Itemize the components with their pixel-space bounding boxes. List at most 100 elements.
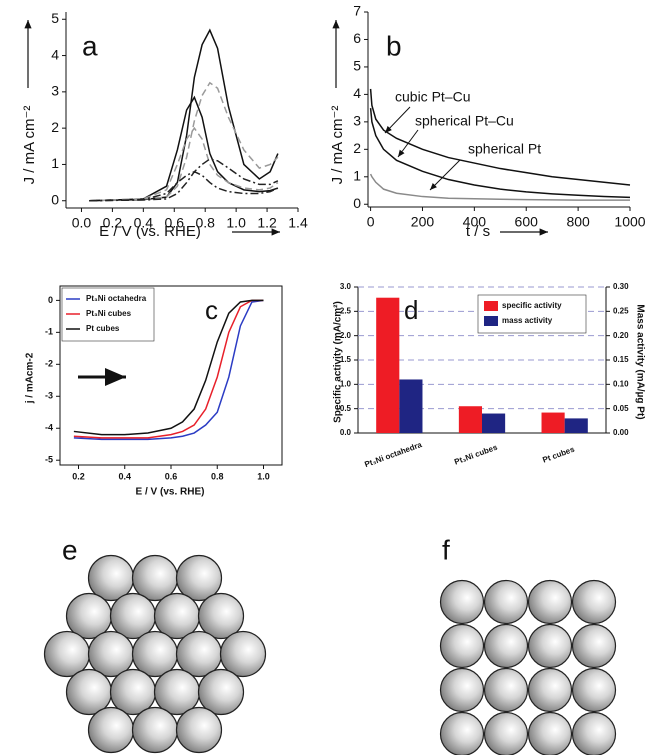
y-tick-label: 0.10: [613, 379, 629, 388]
atom: [439, 711, 485, 755]
y2-axis-label: Mass activity (mA/µg Pt): [634, 304, 645, 419]
x-tick-label: 1.0: [257, 472, 270, 482]
atom: [527, 667, 573, 713]
y-tick-label: 0.25: [613, 306, 629, 315]
atom: [483, 711, 529, 755]
atom: [571, 667, 617, 713]
legend-label: mass activity: [502, 316, 553, 325]
data-line: [89, 126, 279, 202]
panel-label: d: [404, 295, 418, 325]
y-tick-label: 0.5: [340, 404, 352, 413]
annotation-arrow: [384, 106, 411, 134]
atom: [571, 579, 617, 625]
atom: [131, 706, 179, 754]
data-line: [89, 81, 279, 202]
data-line: [369, 108, 631, 199]
y-axis-label: J / mA cm⁻²: [21, 106, 38, 185]
bar: [482, 413, 506, 433]
y-tick-label: 1: [353, 167, 361, 183]
x-tick-label: 1.4: [288, 215, 308, 231]
atom: [43, 630, 91, 678]
data-line: [89, 95, 279, 202]
bar: [458, 406, 482, 433]
atom: [571, 623, 617, 669]
data-line: [369, 88, 631, 186]
x-tick-label: 0.2: [72, 472, 85, 482]
y-tick-label: -1: [45, 327, 53, 337]
atom: [87, 554, 135, 602]
data-line: [73, 299, 264, 441]
x-tick-label: 1.2: [257, 215, 277, 231]
x-tick-label: 0.8: [211, 472, 224, 482]
atom: [527, 623, 573, 669]
atom: [87, 706, 135, 754]
data-line: [73, 299, 264, 439]
atom: [65, 668, 113, 716]
panel-label: f: [442, 534, 450, 565]
y-tick-label: 5: [353, 58, 361, 74]
y-tick-label: 3.0: [340, 282, 352, 291]
x-tick-label: Pt₃Ni cubes: [453, 443, 499, 467]
data-line: [89, 28, 279, 202]
legend-swatch: [484, 316, 498, 326]
y-tick-label: 7: [353, 3, 361, 19]
atom: [175, 630, 223, 678]
y-tick-label: 1.5: [340, 355, 352, 364]
atom: [483, 579, 529, 625]
panel-label: b: [386, 30, 402, 61]
x-tick-label: 800: [566, 214, 590, 230]
bar: [564, 418, 588, 433]
atom: [65, 592, 113, 640]
atom: [527, 579, 573, 625]
x-tick-label: Pt cubes: [541, 445, 576, 465]
y-tick-label: 0: [353, 195, 361, 211]
atom: [153, 592, 201, 640]
y-tick-label: -4: [45, 423, 53, 433]
panel-label: e: [62, 534, 78, 565]
y-tick-label: 0.00: [613, 428, 629, 437]
y-tick-label: 0.0: [340, 428, 352, 437]
x-axis-label: t / s: [466, 223, 490, 240]
annotation-arrow: [397, 129, 419, 158]
panel-label: a: [82, 30, 98, 61]
annotation-arrow: [429, 159, 461, 191]
atom: [439, 579, 485, 625]
y-tick-label: 4: [353, 85, 361, 101]
atom: [87, 630, 135, 678]
x-tick-label: Pt₃Ni octahedra: [363, 440, 423, 469]
legend-label: Pt cubes: [86, 324, 120, 333]
atom: [197, 592, 245, 640]
x-tick-label: 1000: [614, 214, 645, 230]
y-tick-label: 2.5: [340, 306, 352, 315]
y-tick-label: 1.0: [340, 379, 352, 388]
y-tick-label: -3: [45, 391, 53, 401]
x-tick-label: 0.6: [165, 215, 185, 231]
y-tick-label: 6: [353, 30, 361, 46]
bar: [376, 297, 400, 433]
y-tick-label: 1: [51, 155, 59, 171]
panel-label: c: [205, 295, 218, 325]
atom: [109, 668, 157, 716]
y-tick-label: 0.30: [613, 282, 629, 291]
atom: [175, 554, 223, 602]
y-axis-label: Specific activity (mA/cm²): [333, 301, 344, 423]
atom: [439, 623, 485, 669]
atom: [219, 630, 267, 678]
atom: [483, 623, 529, 669]
data-line: [73, 299, 264, 436]
x-tick-label: 0.0: [72, 215, 92, 231]
x-axis-label: E / V (vs. RHE): [136, 487, 205, 498]
atom: [197, 668, 245, 716]
legend-label: Pt₃Ni cubes: [86, 309, 132, 318]
x-tick-label: 200: [411, 214, 435, 230]
x-axis-label: E / V (vs. RHE): [99, 223, 201, 240]
atom: [483, 667, 529, 713]
x-tick-label: 0: [367, 214, 375, 230]
y-tick-label: 3: [51, 83, 59, 99]
y-tick-label: 0: [48, 295, 53, 305]
y-tick-label: -2: [45, 359, 53, 369]
atom: [153, 668, 201, 716]
atom: [131, 554, 179, 602]
y-tick-label: 3: [353, 113, 361, 129]
